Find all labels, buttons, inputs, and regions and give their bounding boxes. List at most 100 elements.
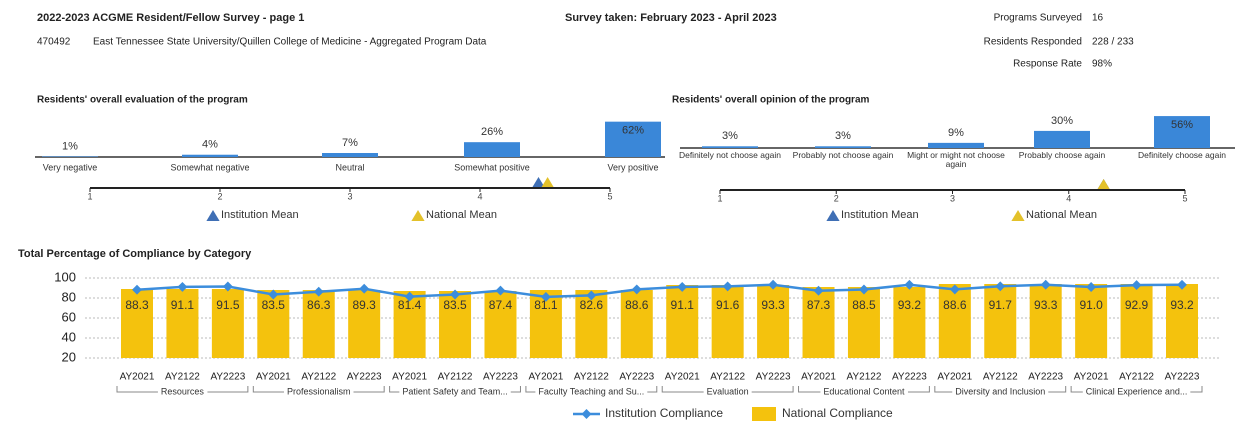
x-tick-label: AY2122 bbox=[1119, 372, 1154, 383]
line-marker bbox=[586, 290, 597, 301]
value-label: 93.2 bbox=[1170, 298, 1194, 312]
value-label: 91.7 bbox=[989, 298, 1013, 312]
stat-label: Response Rate bbox=[1013, 59, 1082, 70]
y-tick-label: 100 bbox=[54, 269, 76, 284]
bar bbox=[322, 153, 378, 157]
bar bbox=[166, 289, 199, 358]
line-marker bbox=[540, 291, 551, 302]
group-label-bg bbox=[952, 386, 1049, 397]
value-label: 86.3 bbox=[307, 298, 331, 312]
bar bbox=[182, 154, 238, 157]
scale-tick-label: 2 bbox=[217, 191, 222, 201]
bar bbox=[257, 290, 290, 358]
stat-value: 228 / 233 bbox=[1092, 37, 1134, 48]
survey-dates: Survey taken: February 2023 - April 2023 bbox=[565, 12, 777, 24]
bar bbox=[1029, 284, 1062, 358]
x-tick-label: AY2223 bbox=[210, 372, 245, 383]
bar bbox=[802, 287, 835, 358]
group-label: Faculty Teaching and Su... bbox=[538, 386, 644, 396]
bar-label: 3% bbox=[835, 130, 851, 142]
line-marker bbox=[1040, 279, 1051, 290]
line-marker bbox=[359, 283, 370, 294]
x-tick-label: AY2122 bbox=[983, 372, 1018, 383]
scale-tick-label: 2 bbox=[834, 193, 839, 203]
x-tick-label: AY2021 bbox=[256, 372, 291, 383]
x-tick-label: AY2122 bbox=[710, 372, 745, 383]
bar bbox=[711, 285, 744, 358]
group-label-bg bbox=[157, 386, 208, 397]
mean-marker bbox=[1097, 179, 1110, 189]
legend-label: National Mean bbox=[426, 209, 497, 221]
y-tick-label: 20 bbox=[62, 349, 76, 364]
x-tick-label: AY2021 bbox=[392, 372, 427, 383]
bar bbox=[464, 142, 520, 157]
x-tick-label: AY2223 bbox=[619, 372, 654, 383]
stat-label: Programs Surveyed bbox=[994, 13, 1082, 24]
value-label: 83.5 bbox=[443, 298, 467, 312]
value-label: 93.3 bbox=[1034, 298, 1058, 312]
group-label: Evaluation bbox=[707, 386, 749, 396]
bar bbox=[620, 290, 653, 358]
legend-label: Institution Mean bbox=[841, 209, 919, 221]
value-label: 81.1 bbox=[534, 298, 558, 312]
value-label: 87.4 bbox=[489, 298, 513, 312]
line-marker bbox=[768, 279, 779, 290]
line-marker bbox=[631, 284, 642, 295]
x-tick-label: AY2021 bbox=[801, 372, 836, 383]
value-label: 93.3 bbox=[761, 298, 785, 312]
scale-tick-label: 1 bbox=[87, 191, 92, 201]
x-tick-label: AY2122 bbox=[847, 372, 882, 383]
bar-label: 56% bbox=[1171, 119, 1193, 131]
x-tick-label: AY2223 bbox=[347, 372, 382, 383]
category-label: Probably choose again bbox=[1018, 150, 1106, 160]
chart-title: Residents' overall opinion of the progra… bbox=[672, 95, 870, 106]
scale-tick-label: 4 bbox=[1066, 193, 1071, 203]
group-label: Diversity and Inclusion bbox=[955, 386, 1045, 396]
group-label-bg bbox=[535, 386, 648, 397]
group-label: Clinical Experience and... bbox=[1086, 386, 1188, 396]
value-label: 88.6 bbox=[625, 298, 649, 312]
scale-tick-label: 3 bbox=[347, 191, 352, 201]
bar bbox=[666, 285, 699, 358]
bar bbox=[1154, 116, 1210, 148]
category-label: Somewhat negative bbox=[170, 162, 249, 172]
category-label: Very positive bbox=[607, 162, 658, 172]
program-id: 470492 bbox=[37, 37, 71, 48]
bar-label: 62% bbox=[622, 125, 644, 137]
line-marker bbox=[813, 285, 824, 296]
value-label: 93.2 bbox=[898, 298, 922, 312]
bar bbox=[1034, 130, 1090, 148]
line-marker bbox=[177, 281, 188, 292]
bar bbox=[393, 291, 426, 358]
group-label-bg bbox=[820, 386, 908, 397]
bar bbox=[938, 284, 971, 358]
category-label: Definitely choose again bbox=[1138, 150, 1226, 160]
line-marker bbox=[450, 289, 460, 300]
line-marker bbox=[1177, 279, 1187, 290]
bar-label: 30% bbox=[1051, 115, 1073, 127]
bar-label: 7% bbox=[342, 137, 358, 149]
stat-value: 98% bbox=[1092, 59, 1112, 70]
value-label: 89.3 bbox=[352, 298, 376, 312]
scale-tick-label: 3 bbox=[950, 193, 955, 203]
line-marker bbox=[313, 286, 324, 297]
value-label: 91.1 bbox=[671, 298, 695, 312]
chart-title: Total Percentage of Compliance by Catego… bbox=[18, 248, 252, 260]
bar bbox=[1166, 284, 1198, 358]
value-label: 87.3 bbox=[807, 298, 831, 312]
value-label: 88.5 bbox=[852, 298, 876, 312]
legend-label: Institution Compliance bbox=[605, 406, 723, 420]
legend-marker bbox=[581, 409, 592, 419]
stat-value: 16 bbox=[1092, 13, 1104, 24]
y-tick-label: 80 bbox=[62, 289, 76, 304]
line-marker bbox=[268, 289, 279, 300]
legend-marker bbox=[1011, 210, 1025, 221]
group-label-bg bbox=[1082, 386, 1191, 397]
bar bbox=[928, 142, 984, 148]
legend-marker bbox=[411, 210, 425, 221]
category-label: Probably not choose again bbox=[792, 150, 894, 160]
bar bbox=[605, 121, 661, 157]
x-tick-label: AY2122 bbox=[301, 372, 336, 383]
